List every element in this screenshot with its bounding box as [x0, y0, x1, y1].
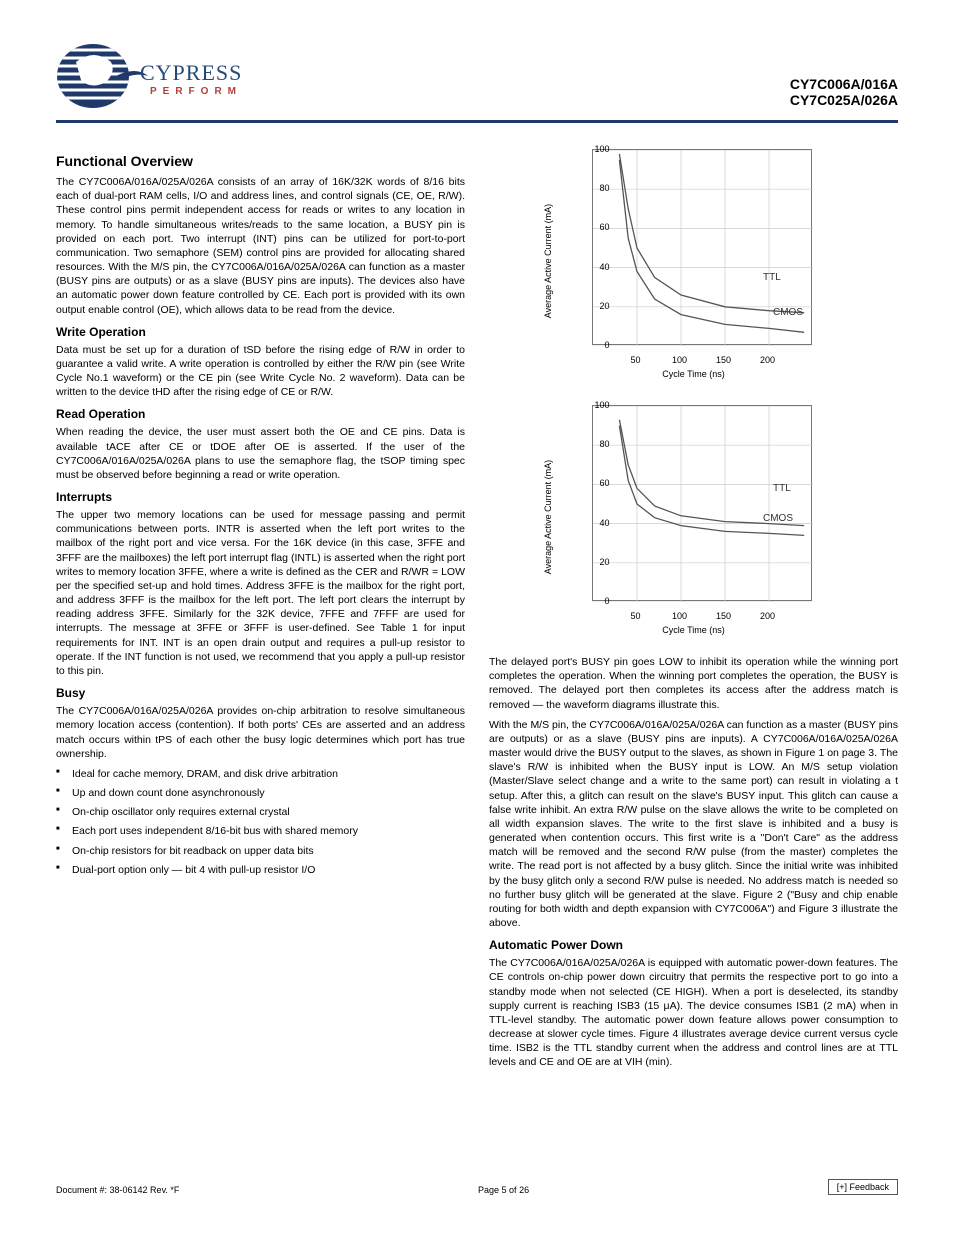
heading-read-operation: Read Operation — [56, 407, 465, 421]
logo-name: CYPRESS — [140, 60, 242, 86]
list-item: On-chip resistors for bit readback on up… — [56, 844, 465, 858]
chart1-ylabel: Average Active Current (mA) — [543, 204, 553, 318]
svg-text:CMOS: CMOS — [773, 307, 803, 318]
doc-title: CY7C006A/016A CY7C025A/026A — [234, 76, 898, 114]
axis-tick: 60 — [586, 478, 610, 488]
header-rule — [56, 120, 898, 123]
doc-number: Document #: 38-06142 Rev. *F — [56, 1185, 179, 1195]
logo-tagline: PERFORM — [150, 86, 242, 97]
para-busy: The CY7C006A/016A/025A/026A provides on-… — [56, 704, 465, 761]
chart2-svg: TTL CMOS — [593, 406, 813, 602]
feedback-link[interactable]: [+] Feedback — [828, 1179, 898, 1195]
axis-tick: 150 — [716, 355, 731, 365]
chart2-xlabel: Cycle Time (ns) — [554, 625, 834, 635]
para-write: Data must be set up for a duration of tS… — [56, 343, 465, 400]
chart2-plot-area: TTL CMOS — [592, 405, 812, 601]
svg-text:CMOS: CMOS — [763, 513, 793, 524]
axis-tick: 100 — [586, 144, 610, 154]
globe-icon — [56, 42, 148, 110]
list-item: Ideal for cache memory, DRAM, and disk d… — [56, 767, 465, 781]
para-interrupts: The upper two memory locations can be us… — [56, 508, 465, 678]
page-number: Page 5 of 26 — [478, 1185, 529, 1195]
axis-tick: 60 — [586, 222, 610, 232]
list-item: Each port uses independent 8/16-bit bus … — [56, 824, 465, 838]
axis-tick: 50 — [630, 611, 640, 621]
para-read: When reading the device, the user must a… — [56, 425, 465, 482]
chart-active-current-2: Average Active Current (mA) TTLCMOS Cycl… — [554, 399, 834, 635]
axis-tick: 150 — [716, 611, 731, 621]
axis-tick: 200 — [760, 611, 775, 621]
para-busy-cont: The delayed port's BUSY pin goes LOW to … — [489, 655, 898, 712]
axis-tick: 80 — [586, 439, 610, 449]
axis-tick: 0 — [586, 340, 610, 350]
heading-interrupts: Interrupts — [56, 490, 465, 504]
body-columns: Functional Overview The CY7C006A/016A/02… — [56, 143, 898, 1076]
list-item: On-chip oscillator only requires externa… — [56, 805, 465, 819]
axis-tick: 100 — [586, 400, 610, 410]
chart1-svg: TTL CMOS — [593, 150, 813, 346]
chart1-xlabel: Cycle Time (ns) — [554, 369, 834, 379]
heading-write-operation: Write Operation — [56, 325, 465, 339]
axis-tick: 200 — [760, 355, 775, 365]
axis-tick: 20 — [586, 557, 610, 567]
heading-busy: Busy — [56, 686, 465, 700]
feature-bullets: Ideal for cache memory, DRAM, and disk d… — [56, 767, 465, 877]
axis-tick: 80 — [586, 183, 610, 193]
heading-functional-overview: Functional Overview — [56, 153, 465, 169]
svg-text:TTL: TTL — [773, 483, 791, 494]
left-column: Functional Overview The CY7C006A/016A/02… — [56, 143, 465, 1076]
chart-active-current-1: Average Active Current (mA) TTLCMOS Cycl… — [554, 143, 834, 379]
list-item: Dual-port option only — bit 4 with pull-… — [56, 863, 465, 877]
page-footer: Document #: 38-06142 Rev. *F Page 5 of 2… — [56, 1179, 898, 1195]
axis-tick: 40 — [586, 262, 610, 272]
page-header: CYPRESS PERFORM CY7C006A/016A CY7C025A/0… — [56, 38, 898, 114]
list-item: Up and down count done asynchronously — [56, 786, 465, 800]
heading-auto-power-down: Automatic Power Down — [489, 938, 898, 952]
svg-text:TTL: TTL — [763, 272, 781, 283]
axis-tick: 0 — [586, 596, 610, 606]
chart2-ylabel: Average Active Current (mA) — [543, 460, 553, 574]
cypress-logo: CYPRESS PERFORM — [56, 38, 234, 114]
para-master-slave: With the M/S pin, the CY7C006A/016A/025A… — [489, 718, 898, 931]
para-autopd: The CY7C006A/016A/025A/026A is equipped … — [489, 956, 898, 1069]
axis-tick: 40 — [586, 518, 610, 528]
axis-tick: 100 — [672, 355, 687, 365]
axis-tick: 50 — [630, 355, 640, 365]
axis-tick: 20 — [586, 301, 610, 311]
chart1-plot-area: TTL CMOS — [592, 149, 812, 345]
para-overview: The CY7C006A/016A/025A/026A consists of … — [56, 175, 465, 317]
axis-tick: 100 — [672, 611, 687, 621]
right-column: Average Active Current (mA) TTL CMOS Cycl… — [489, 143, 898, 1076]
